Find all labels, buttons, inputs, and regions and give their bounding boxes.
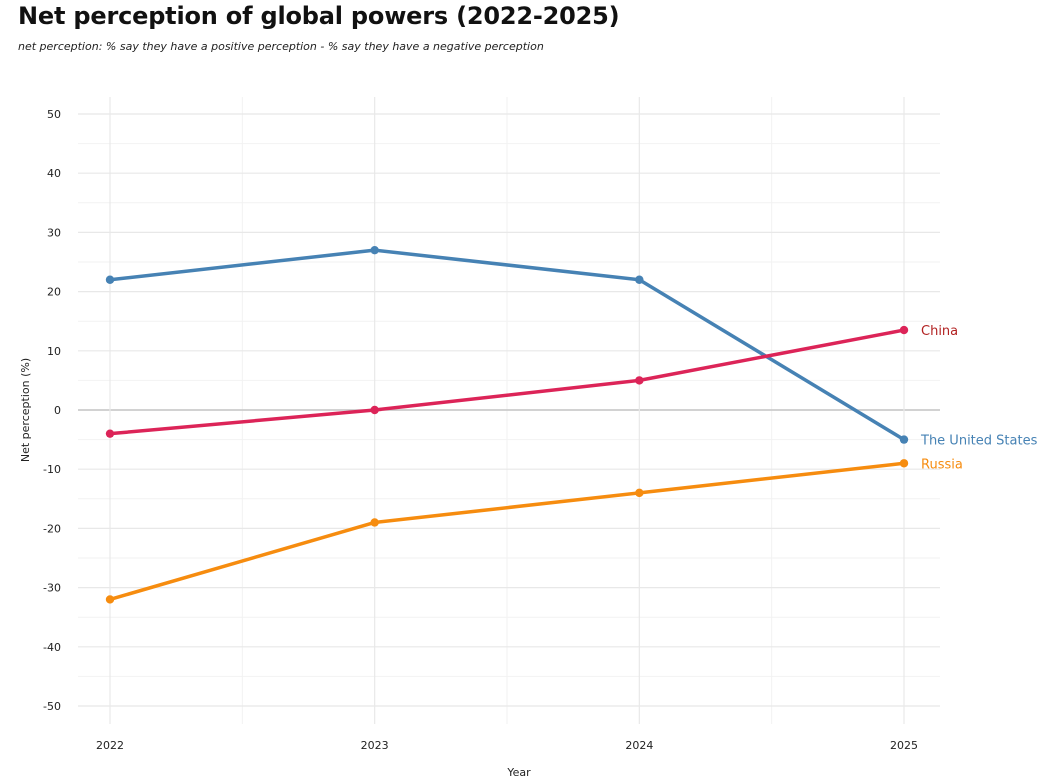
data-point-russia — [105, 595, 115, 604]
x-tick-label: 2024 — [625, 739, 653, 752]
y-tick-label: 50 — [47, 108, 61, 121]
data-point-russia — [899, 459, 909, 468]
series-lines — [108, 248, 906, 602]
series-labels: The United States China Russia — [920, 324, 1038, 472]
grid — [78, 97, 940, 724]
y-tick-label: -30 — [43, 582, 61, 595]
y-axis-title: Net perception (%) — [19, 358, 32, 462]
data-point-the-united-states — [370, 245, 379, 255]
chart-title: Net perception of global powers (2022-20… — [18, 2, 620, 30]
y-tick-label: 40 — [47, 167, 61, 180]
series-line-china — [108, 328, 906, 436]
x-tick-label: 2025 — [890, 739, 918, 752]
data-point-the-united-states — [105, 275, 115, 284]
y-tick-label: -50 — [43, 700, 61, 713]
data-point-russia — [635, 488, 644, 498]
series-label-china: China — [921, 324, 958, 339]
data-point-the-united-states — [899, 435, 909, 444]
y-tick-label: 10 — [47, 345, 61, 358]
data-point-china — [635, 376, 644, 385]
y-tick-label: -10 — [43, 463, 61, 476]
series-line-the-united-states — [108, 248, 906, 442]
series-label-russia: Russia — [921, 457, 963, 472]
y-tick-label: -20 — [43, 522, 61, 535]
chart-subtitle: net perception: % say they have a positi… — [18, 40, 544, 53]
series-line-russia — [108, 461, 906, 602]
data-point-the-united-states — [635, 275, 644, 284]
x-tick-label: 2022 — [96, 739, 124, 752]
x-tick-label: 2023 — [361, 739, 389, 752]
axes: 50 40 30 20 10 0 -10 -20 -30 -40 -50 2022 2023 2024 20… — [43, 108, 918, 752]
data-point-russia — [370, 518, 379, 527]
data-point-china — [899, 325, 909, 335]
y-tick-label: 30 — [47, 226, 61, 239]
y-tick-label: -40 — [43, 641, 61, 654]
series-points — [105, 245, 909, 604]
data-point-china — [105, 429, 115, 438]
data-point-china — [370, 405, 379, 415]
y-tick-label: 20 — [47, 286, 61, 299]
y-tick-label: 0 — [54, 404, 61, 417]
x-axis-title: Year — [506, 766, 531, 779]
series-label-the-united-states: The United States — [920, 434, 1038, 449]
